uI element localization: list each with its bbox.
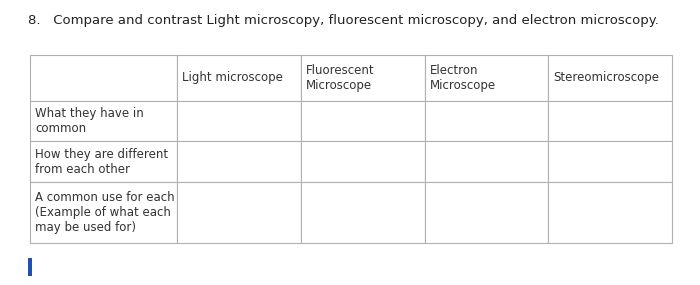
Text: 8.   Compare and contrast Light microscopy, fluorescent microscopy, and electron: 8. Compare and contrast Light microscopy… <box>28 14 659 27</box>
Bar <box>301 101 425 141</box>
Text: Stereomicroscope: Stereomicroscope <box>554 71 659 84</box>
Bar <box>548 141 672 182</box>
Bar <box>425 141 548 182</box>
Bar <box>548 101 672 141</box>
Text: What they have in
common: What they have in common <box>35 107 144 135</box>
Bar <box>30 141 177 182</box>
Bar <box>28 258 32 276</box>
Bar <box>548 182 672 243</box>
Bar <box>177 182 301 243</box>
Text: Fluorescent
Microscope: Fluorescent Microscope <box>306 64 374 92</box>
Bar <box>177 141 301 182</box>
Bar <box>177 101 301 141</box>
Text: Light microscope: Light microscope <box>183 71 284 84</box>
Bar <box>548 55 672 101</box>
Bar <box>177 55 301 101</box>
Bar <box>30 182 177 243</box>
Bar <box>425 101 548 141</box>
Bar <box>301 182 425 243</box>
Bar <box>30 55 177 101</box>
Bar <box>425 55 548 101</box>
Bar <box>425 182 548 243</box>
Text: How they are different
from each other: How they are different from each other <box>35 148 168 176</box>
Text: Electron
Microscope: Electron Microscope <box>430 64 496 92</box>
Bar <box>301 141 425 182</box>
Bar <box>301 55 425 101</box>
Text: A common use for each
(Example of what each
may be used for): A common use for each (Example of what e… <box>35 191 174 234</box>
Bar <box>30 101 177 141</box>
